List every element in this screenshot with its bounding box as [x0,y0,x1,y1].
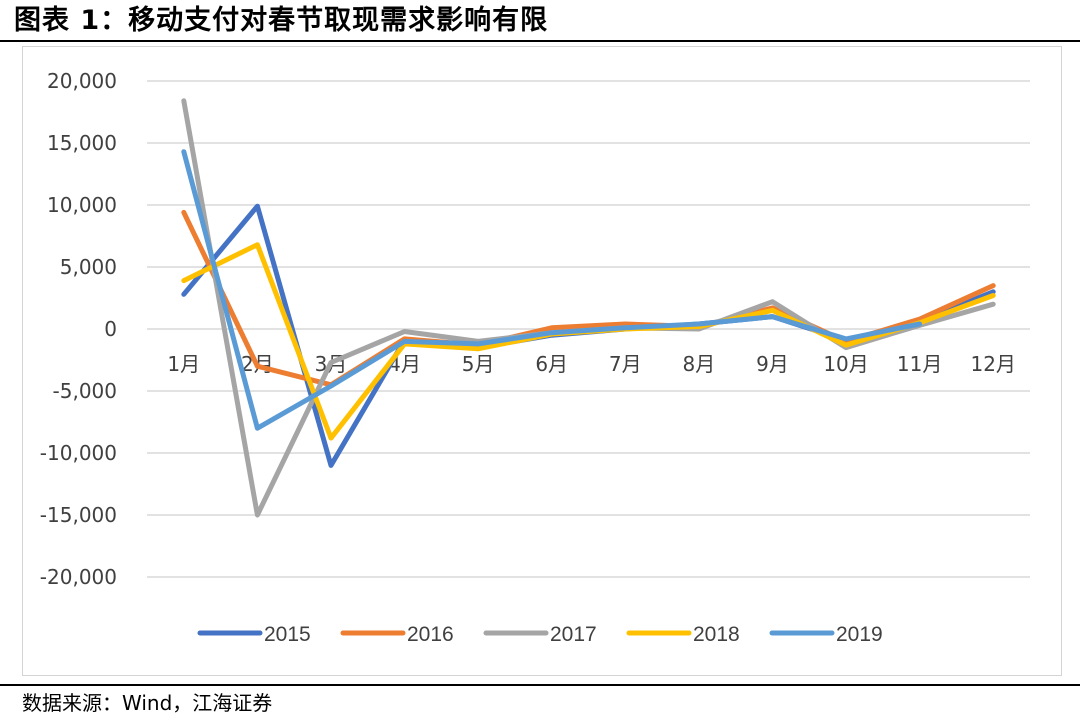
x-tick-label: 8月 [683,352,716,376]
source-divider [0,684,1080,686]
legend-label: 2016 [407,623,454,646]
x-axis-ticks: 1月 2月 3月 4月 5月 6月 7月 8月 9月 10月 11月 12月 [167,352,1016,376]
y-tick-label: 15,000 [47,131,117,155]
x-tick-label: 9月 [756,352,789,376]
legend-label: 2018 [693,623,740,646]
legend-label: 2017 [550,623,597,646]
series-line-2016 [181,209,996,388]
legend-label: 2015 [264,623,311,646]
y-tick-label: 10,000 [47,193,117,217]
y-tick-label: 0 [104,317,117,341]
gridlines [147,80,1030,578]
title-divider [0,40,1080,42]
x-tick-label: 5月 [462,352,495,376]
x-tick-label: 1月 [167,352,200,376]
page-title: 图表 1：移动支付对春节取现需求影响有限 [14,5,549,36]
x-tick-label: 12月 [970,352,1015,376]
x-tick-label: 10月 [823,352,868,376]
y-tick-label: -5,000 [53,379,117,403]
legend-label: 2019 [836,623,883,646]
y-tick-label: 20,000 [47,69,117,93]
y-tick-label: -15,000 [40,503,117,527]
series-lines [181,98,996,518]
y-tick-label: -10,000 [40,441,117,465]
x-tick-label: 7月 [609,352,642,376]
source-note: 数据来源：Wind，江海证券 [22,691,273,715]
y-tick-label: 5,000 [60,255,117,279]
y-tick-label: -20,000 [40,565,117,589]
y-axis-ticks: 20,000 15,000 10,000 5,000 0 -5,000 -10,000 -15… [40,69,117,589]
x-tick-label: 11月 [897,352,942,376]
x-tick-label: 6月 [535,352,568,376]
series-line-2019 [181,149,923,431]
chart-legend: 2015 2016 2017 2018 2019 [197,623,883,646]
chart-frame [22,46,1062,676]
